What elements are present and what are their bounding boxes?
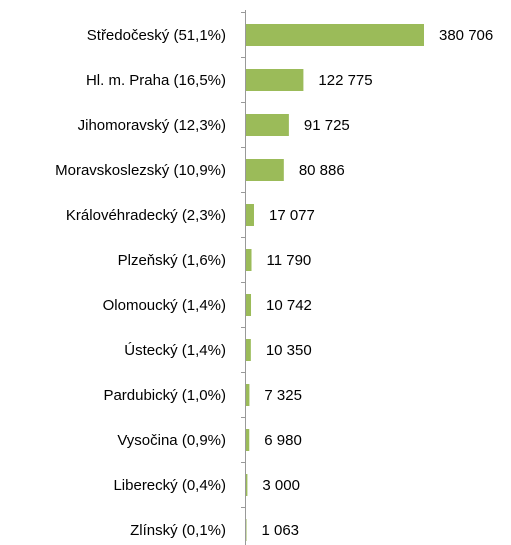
value-label: 91 725 [304,117,350,134]
category-label: Plzeňský (1,6%) [118,252,226,269]
bar [246,69,304,91]
value-label: 80 886 [299,162,345,179]
bar [246,384,250,406]
bar [246,204,254,226]
value-label: 122 775 [318,72,372,89]
value-label: 1 063 [261,522,299,539]
category-label: Hl. m. Praha (16,5%) [86,72,226,89]
category-label: Moravskoslezský (10,9%) [55,162,226,179]
category-label: Olomoucký (1,4%) [103,297,226,314]
category-label: Ústecký (1,4%) [124,342,226,359]
category-label: Vysočina (0,9%) [117,432,226,449]
category-label: Jihomoravský (12,3%) [78,117,226,134]
value-label: 7 325 [264,387,302,404]
value-label: 17 077 [269,207,315,224]
bar [246,114,289,136]
value-label: 380 706 [439,27,493,44]
category-label: Královéhradecký (2,3%) [66,207,226,224]
category-label: Zlínský (0,1%) [130,522,226,539]
bar [246,474,248,496]
bar [246,159,284,181]
category-label: Středočeský (51,1%) [87,27,226,44]
value-label: 11 790 [267,252,312,269]
value-label: 6 980 [264,432,302,449]
category-label: Liberecký (0,4%) [113,477,226,494]
category-label: Pardubický (1,0%) [103,387,226,404]
bar [246,249,252,271]
value-label: 10 350 [266,342,312,359]
value-label: 3 000 [262,477,300,494]
bar [246,294,252,316]
bar [246,339,251,361]
value-label: 10 742 [266,297,312,314]
bar [246,24,424,46]
bar [246,429,250,451]
